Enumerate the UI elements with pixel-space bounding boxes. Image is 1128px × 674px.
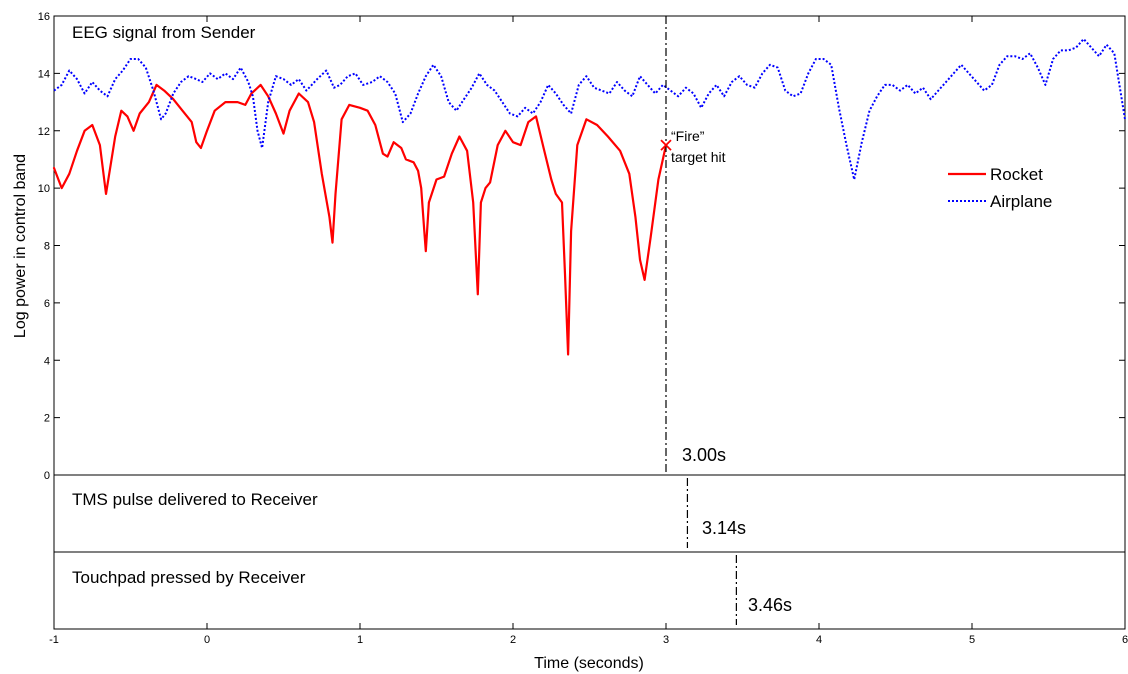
event-label-3-46s: 3.46s	[748, 595, 792, 615]
eeg-plot-frame	[53, 15, 1126, 476]
y-tick-label: 8	[44, 241, 50, 253]
event-label-3-00s: 3.00s	[682, 445, 726, 465]
x-tick-label: 2	[510, 634, 516, 646]
y-tick-label: 16	[38, 11, 50, 23]
y-tick-label: 6	[44, 298, 50, 310]
eeg-panel-label: EEG signal from Sender	[72, 23, 256, 42]
x-axis-ticks: -1 0 1 2 3 4 5 6	[49, 16, 1128, 646]
y-tick-label: 14	[38, 68, 50, 80]
x-tick-label: 5	[969, 634, 975, 646]
y-tick-label: 4	[44, 355, 50, 367]
y-tick-label: 2	[44, 413, 50, 425]
legend-rocket-label: Rocket	[990, 165, 1043, 184]
series-rocket-line	[52, 83, 668, 356]
series-layer	[52, 38, 1126, 356]
x-tick-label: 4	[816, 634, 822, 646]
x-tick-label: 0	[204, 634, 210, 646]
y-axis-label: Log power in control band	[12, 154, 29, 338]
fire-annotation-line1: “Fire”	[671, 128, 705, 144]
tms-panel: TMS pulse delivered to Receiver 3.14s	[53, 474, 1126, 553]
x-tick-label: 1	[357, 634, 363, 646]
x-tick-label: 6	[1122, 634, 1128, 646]
x-tick-label: -1	[49, 634, 59, 646]
y-axis-ticks: 0 2 4 6 8 10 12 14 16	[38, 11, 1125, 482]
touchpad-panel-label: Touchpad pressed by Receiver	[72, 568, 306, 587]
fire-target-marker	[660, 139, 672, 151]
y-tick-label: 0	[44, 470, 50, 482]
event-label-3-14s: 3.14s	[702, 518, 746, 538]
series-airplane-line	[53, 38, 1126, 181]
y-tick-label: 10	[38, 183, 50, 195]
fire-marker-stroke	[660, 139, 672, 151]
x-tick-label: 3	[663, 634, 669, 646]
tms-panel-frame	[53, 474, 1126, 553]
touchpad-panel-frame	[53, 551, 1126, 630]
y-tick-label: 12	[38, 126, 50, 138]
fire-annotation-line2: target hit	[671, 149, 726, 165]
x-axis-label: Time (seconds)	[534, 655, 644, 672]
tms-panel-label: TMS pulse delivered to Receiver	[72, 490, 318, 509]
touchpad-panel: Touchpad pressed by Receiver 3.46s	[53, 551, 1126, 630]
legend: Rocket Airplane	[948, 165, 1052, 211]
legend-airplane-label: Airplane	[990, 192, 1052, 211]
eeg-panel: 0 2 4 6 8 10 12 14 16 EEG signal from Sender Log…	[12, 11, 1126, 482]
